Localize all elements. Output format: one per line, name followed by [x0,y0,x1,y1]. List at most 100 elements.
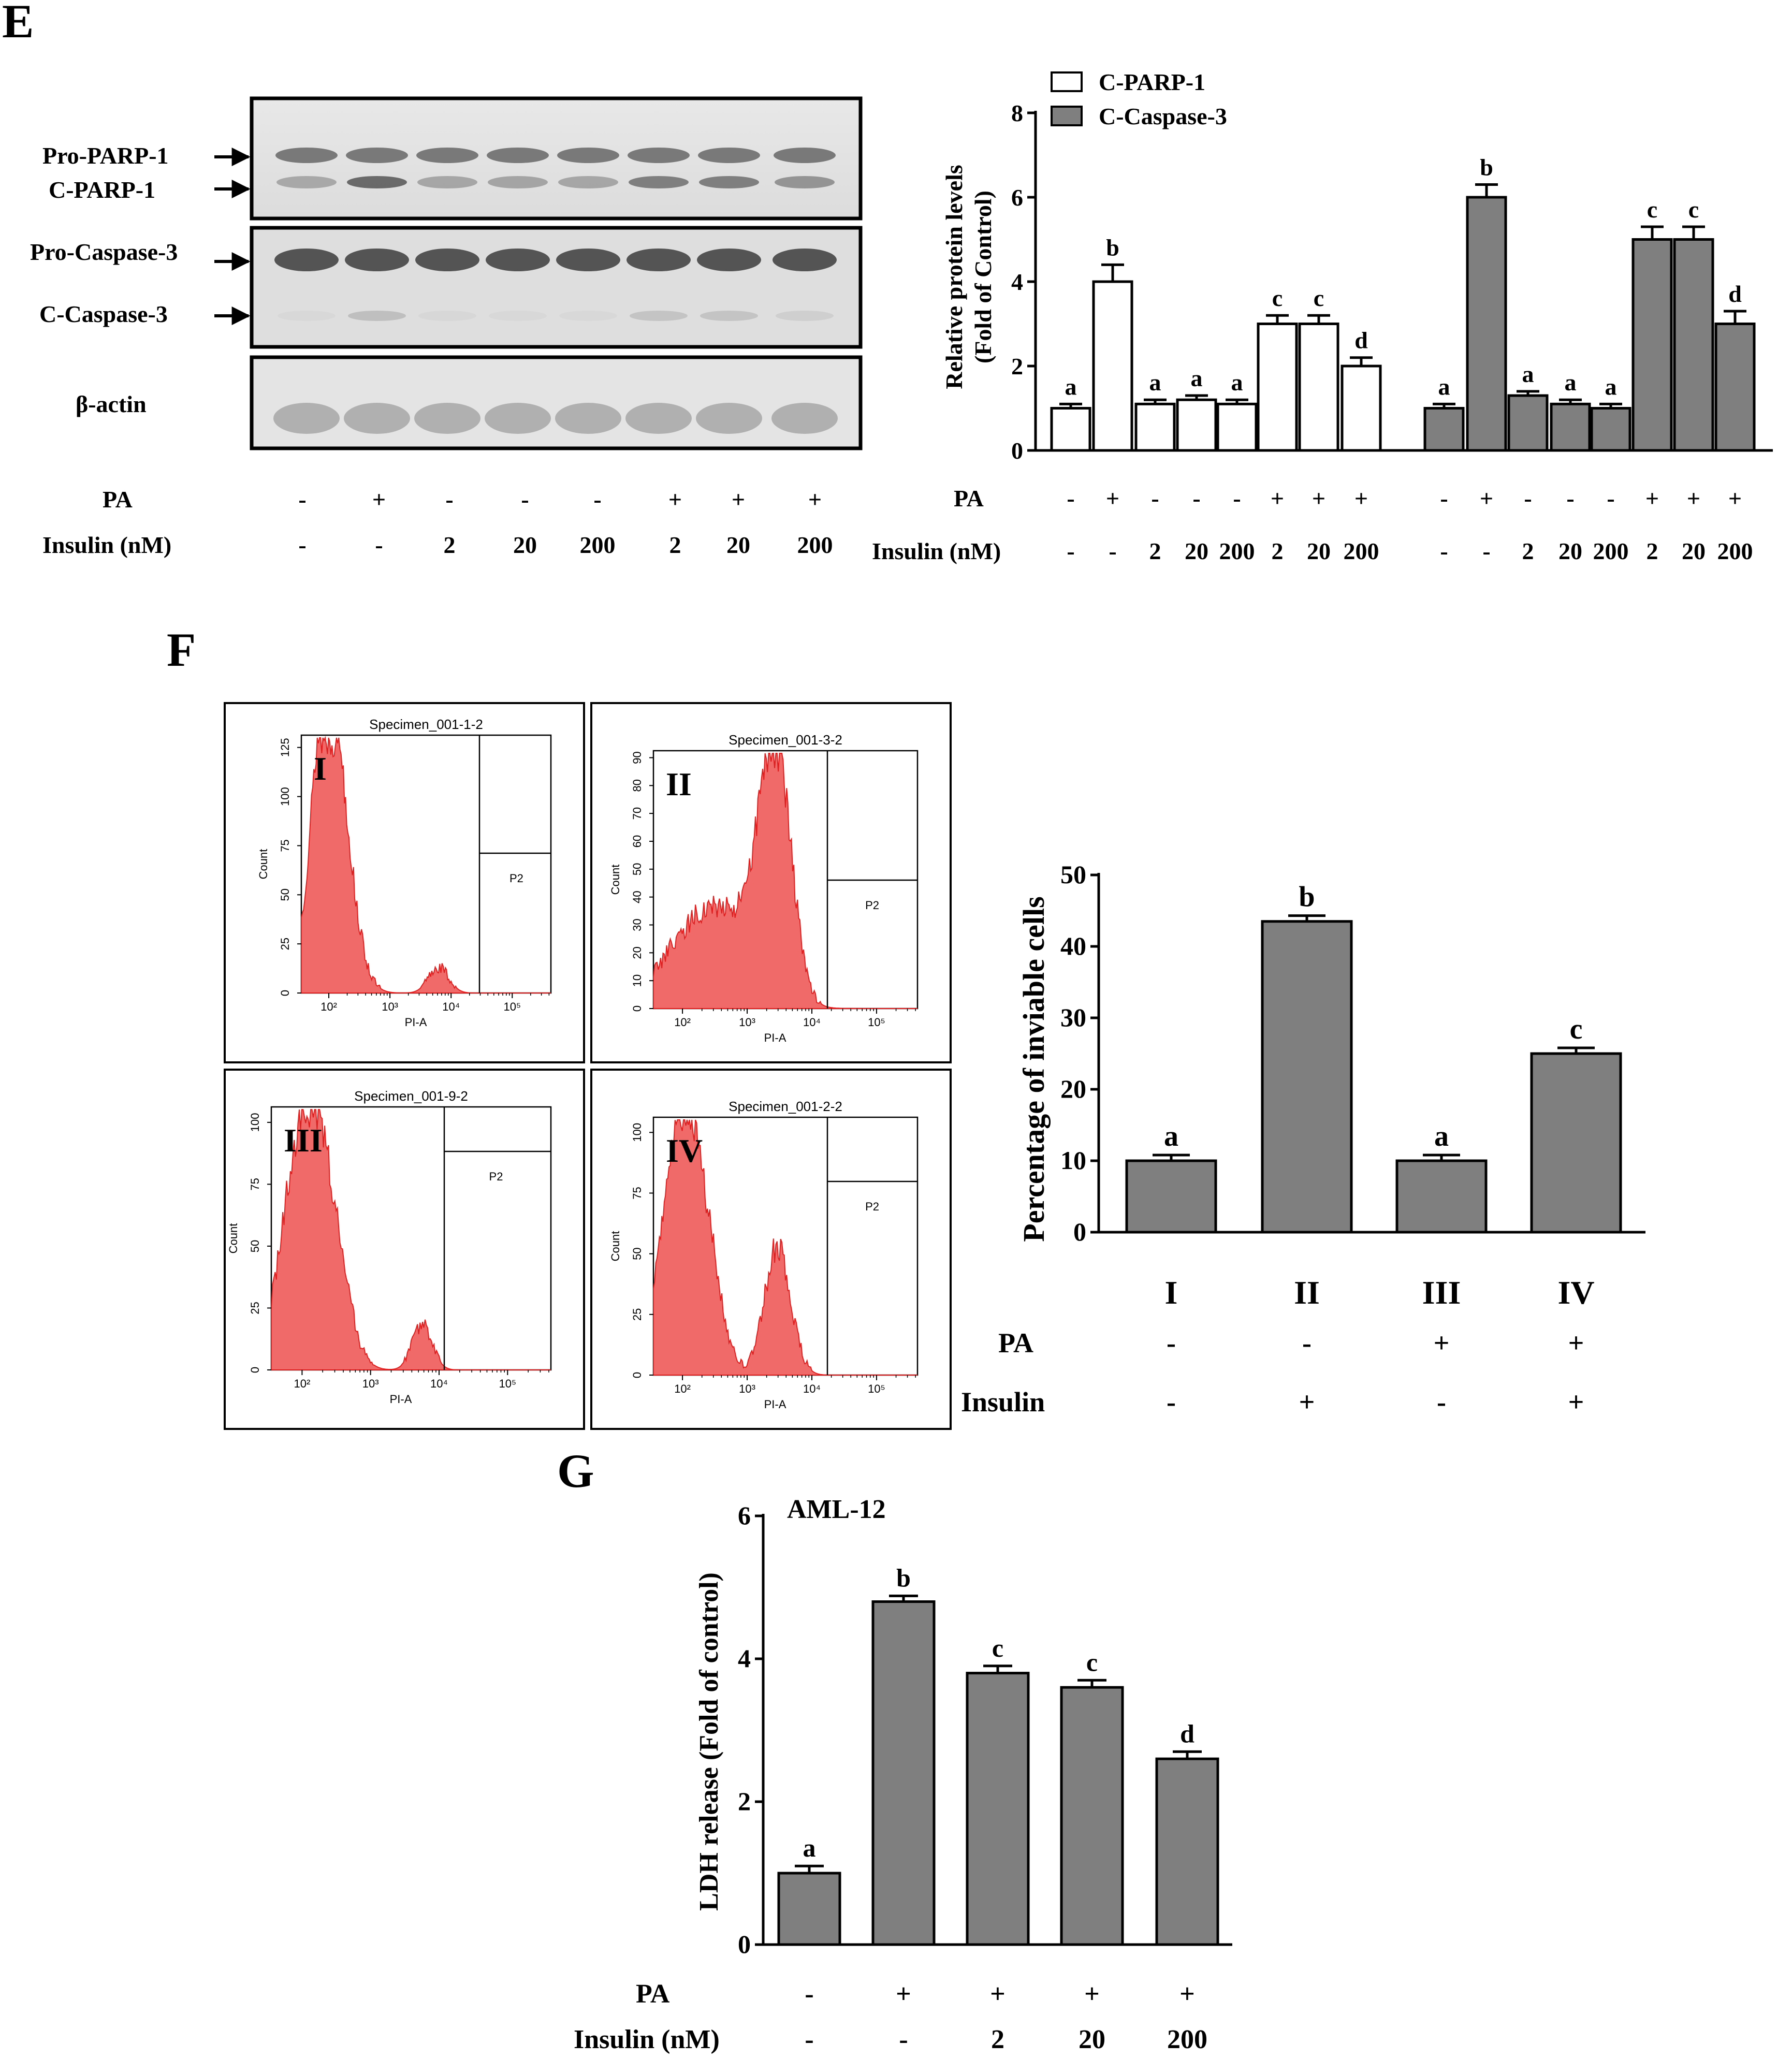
flow-specimen-title: Specimen_001-3-2 [729,732,842,748]
flow-x-tick-label: 10³ [382,1000,398,1013]
e-pa-value: - [1233,485,1241,512]
f-pa-value: - [1167,1327,1176,1359]
significance-letter: b [1106,234,1119,260]
g-pa-row-label: PA [636,1979,670,2009]
bar [966,1672,1030,1946]
f-category-label: II [1294,1274,1320,1311]
f-insulin-value: - [1167,1386,1176,1418]
flow-x-tick-label: 10² [674,1382,691,1395]
bar [871,1600,936,1946]
g-pa-value: + [1179,1979,1195,2009]
flow-plot-frame [224,1069,585,1430]
flow-y-tick-label: 10 [631,974,644,987]
y-tick-label: 0 [1073,1217,1086,1246]
flow-gate-label: P2 [489,1170,503,1183]
y-tick-label: 50 [1060,860,1086,889]
e-pa-value: + [1271,485,1284,512]
flow-gate-label: P2 [865,1200,879,1213]
legend-label-parp: C-PARP-1 [1099,69,1205,95]
bar [1395,1159,1488,1234]
significance-letter: a [1605,373,1617,400]
flow-x-tick-label: 10³ [362,1377,379,1390]
significance-letter: a [1191,365,1203,391]
flow-xlabel: PI-A [764,1398,786,1411]
flow-y-tick-label: 50 [279,888,292,901]
band-pro-parp [774,148,836,163]
e-pa-value: + [1354,485,1368,512]
f-category-label: I [1165,1274,1178,1311]
band-pro-parp [698,148,760,163]
band-pro-caspase [697,249,761,271]
band-c-parp [775,176,835,188]
band-actin [555,403,621,434]
bar [1125,1159,1217,1234]
flow-gate-label: P2 [509,872,523,885]
flow-y-tick-label: 0 [279,990,292,996]
flow-y-tick-label: 40 [631,890,644,903]
e-insulin-value: 20 [1682,538,1706,564]
blot-insulin-value: 200 [580,532,616,558]
significance-letter: a [803,1833,816,1862]
blot-insulin-value: 200 [797,532,833,558]
bar [1507,394,1549,452]
g-pa-value: + [896,1979,911,2009]
flow-xlabel: PI-A [405,1016,427,1029]
y-tick-label: 0 [1011,437,1023,464]
e-bar-chart: C-PARP-1 C-Caspase-3 Relative protein le… [872,69,1773,564]
f-ylabel: Percentage of inviable cells [1017,896,1051,1242]
band-c-caspase [489,311,547,321]
flow-y-tick-label: 25 [631,1308,644,1321]
flow-ylabel: Count [227,1223,240,1254]
band-c-parp [347,176,407,188]
bar [1261,920,1353,1234]
y-tick-label: 8 [1011,100,1023,126]
blot-pa-value: + [372,486,386,513]
flow-y-tick-label: 75 [279,839,292,852]
band-pro-caspase [627,249,691,271]
flow-y-tick-label: 25 [279,938,292,950]
e-insulin-value: 2 [1522,538,1534,564]
g-ylabel: LDH release (Fold of control) [694,1572,724,1911]
e-insulin-value: 20 [1185,538,1208,564]
flow-histogram [653,752,917,1009]
flow-x-tick-label: 10⁵ [868,1382,885,1395]
f-insulin-value: - [1437,1386,1446,1418]
e-pa-value: - [1192,485,1200,512]
e-insulin-value: 200 [1344,538,1379,564]
e-pa-value: + [1687,485,1700,512]
bar [1298,323,1339,452]
band-pro-parp [416,148,478,163]
c-parp-label: C-PARP-1 [49,177,155,203]
g-pa-value: + [1084,1979,1100,2009]
blot-pa-value: + [668,486,682,513]
flow-x-tick-label: 10⁴ [803,1016,821,1029]
blot-insulin-value: 2 [669,532,681,558]
blot-insulin-value: 2 [444,532,456,558]
significance-letter: c [1314,285,1324,311]
band-c-caspase [559,311,617,321]
y-tick-label: 6 [1011,184,1023,211]
bar [1341,364,1382,452]
y-tick-label: 30 [1060,1003,1086,1032]
significance-letter: a [1434,1120,1449,1152]
bar [1155,1757,1219,1946]
flow-gate-label: P2 [865,899,879,912]
flow-x-tick-label: 10² [674,1016,691,1029]
e-pa-value: + [1645,485,1659,512]
f-bar-chart: Percentage of inviable cells 0 10 20 30 40 50… [961,860,1645,1418]
panel-letter-g: G [557,1444,594,1497]
e-insulin-value: 200 [1219,538,1255,564]
flow-y-tick-label: 0 [249,1367,261,1373]
bar [1134,402,1176,452]
band-c-parp [276,176,337,188]
significance-letter: c [1272,285,1283,311]
f-pa-row-label: PA [998,1327,1033,1359]
blot-insulin-value: - [375,532,383,558]
flow-x-tick-label: 10³ [739,1016,755,1029]
band-c-parp [417,176,477,188]
e-insulin-value: 200 [1717,538,1753,564]
f-category-label: IV [1557,1274,1594,1311]
bar [1714,323,1756,452]
flow-y-tick-label: 25 [249,1302,261,1314]
flow-x-tick-label: 10⁴ [442,1000,460,1013]
